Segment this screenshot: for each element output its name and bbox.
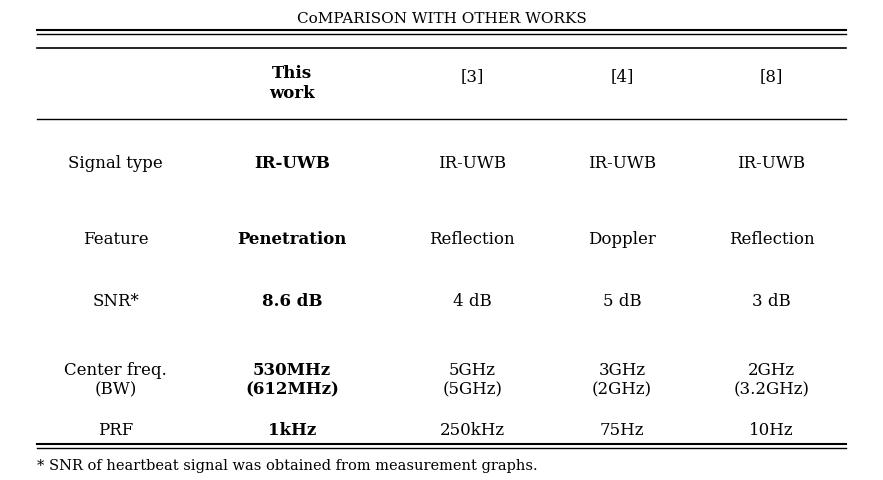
Text: [3]: [3] (461, 68, 484, 85)
Text: Reflection: Reflection (728, 230, 814, 247)
Text: Feature: Feature (83, 230, 148, 247)
Text: SNR*: SNR* (93, 292, 140, 309)
Text: 8.6 dB: 8.6 dB (261, 292, 322, 309)
Text: * SNR of heartbeat signal was obtained from measurement graphs.: * SNR of heartbeat signal was obtained f… (36, 458, 537, 472)
Text: 3 dB: 3 dB (752, 292, 791, 309)
Text: [4]: [4] (610, 68, 634, 85)
Text: 1kHz: 1kHz (268, 421, 316, 438)
Text: 4 dB: 4 dB (453, 292, 492, 309)
Text: [8]: [8] (760, 68, 783, 85)
Text: 5 dB: 5 dB (602, 292, 641, 309)
Text: Center freq.
(BW): Center freq. (BW) (64, 361, 167, 397)
Text: IR-UWB: IR-UWB (588, 154, 656, 171)
Text: IR-UWB: IR-UWB (254, 154, 329, 171)
Text: 10Hz: 10Hz (750, 421, 794, 438)
Text: PRF: PRF (98, 421, 133, 438)
Text: IR-UWB: IR-UWB (438, 154, 506, 171)
Text: 250kHz: 250kHz (440, 421, 505, 438)
Text: 5GHz
(5GHz): 5GHz (5GHz) (442, 361, 502, 397)
Text: Signal type: Signal type (69, 154, 163, 171)
Text: This
work: This work (269, 65, 314, 102)
Text: 2GHz
(3.2GHz): 2GHz (3.2GHz) (734, 361, 810, 397)
Text: Reflection: Reflection (429, 230, 515, 247)
Text: 530MHz
(612MHz): 530MHz (612MHz) (245, 361, 339, 397)
Text: CᴏMPARISON WITH OTHER WORKS: CᴏMPARISON WITH OTHER WORKS (297, 12, 586, 26)
Text: 3GHz
(2GHz): 3GHz (2GHz) (592, 361, 652, 397)
Text: Doppler: Doppler (588, 230, 656, 247)
Text: IR-UWB: IR-UWB (737, 154, 805, 171)
Text: Penetration: Penetration (238, 230, 346, 247)
Text: 75Hz: 75Hz (600, 421, 645, 438)
